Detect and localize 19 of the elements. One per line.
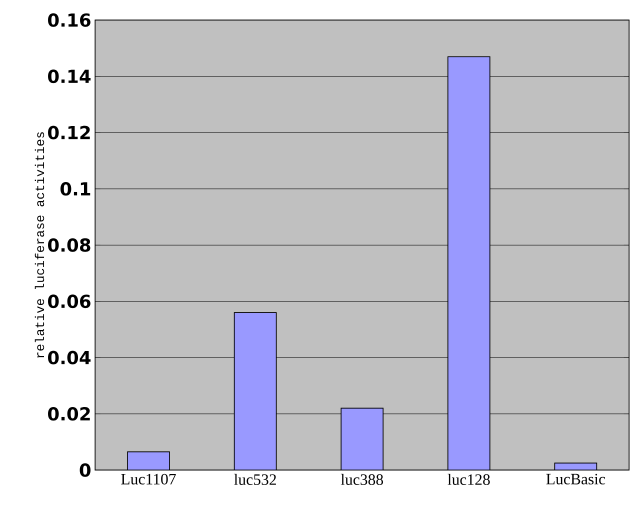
y-tick-label: 0.06 [48,294,90,308]
y-tick-label: 0.04 [48,350,91,364]
bar [340,408,384,470]
x-tick-label: LucBasic [546,474,606,484]
bar [234,312,277,470]
x-tick-label: luc532 [234,474,276,485]
x-tick-label: luc388 [340,474,384,485]
x-tick-label: Luc1107 [121,474,176,484]
y-tick-label: 0.1 [60,182,90,196]
bar [447,56,490,470]
x-tick-label: luc128 [448,474,490,485]
y-axis-title: relative luciferase activities [34,132,44,358]
y-tick-label: 0.16 [48,13,90,27]
bar [127,451,170,470]
y-tick-label: 0.12 [48,126,90,140]
y-tick-label: 0.14 [48,69,91,84]
y-tick-label: 0 [80,463,91,477]
y-tick-label: 0.08 [48,238,90,252]
y-tick-label: 0.02 [48,406,90,421]
